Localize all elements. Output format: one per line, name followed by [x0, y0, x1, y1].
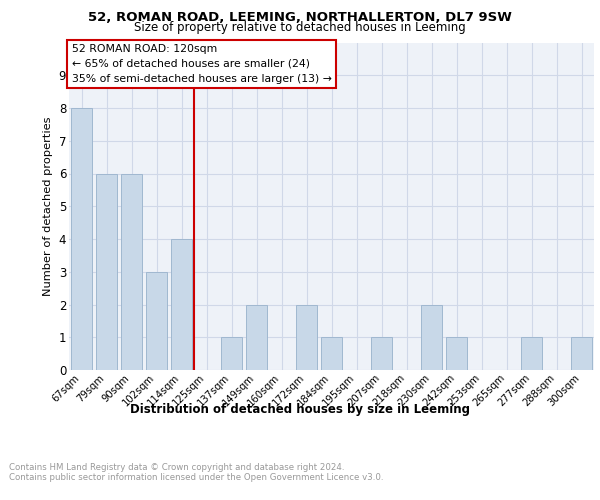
- Bar: [296, 304, 317, 370]
- Bar: [171, 239, 192, 370]
- Bar: [146, 272, 167, 370]
- Bar: [96, 174, 117, 370]
- Bar: [446, 337, 467, 370]
- Text: Distribution of detached houses by size in Leeming: Distribution of detached houses by size …: [130, 402, 470, 415]
- Bar: [121, 174, 142, 370]
- Y-axis label: Number of detached properties: Number of detached properties: [43, 116, 53, 296]
- Text: 52, ROMAN ROAD, LEEMING, NORTHALLERTON, DL7 9SW: 52, ROMAN ROAD, LEEMING, NORTHALLERTON, …: [88, 11, 512, 24]
- Text: Size of property relative to detached houses in Leeming: Size of property relative to detached ho…: [134, 21, 466, 34]
- Bar: [321, 337, 342, 370]
- Text: Contains HM Land Registry data © Crown copyright and database right 2024.: Contains HM Land Registry data © Crown c…: [9, 462, 344, 471]
- Bar: [221, 337, 242, 370]
- Bar: [371, 337, 392, 370]
- Bar: [246, 304, 267, 370]
- Bar: [71, 108, 92, 370]
- Bar: [521, 337, 542, 370]
- Text: Contains public sector information licensed under the Open Government Licence v3: Contains public sector information licen…: [9, 472, 383, 482]
- Text: 52 ROMAN ROAD: 120sqm
← 65% of detached houses are smaller (24)
35% of semi-deta: 52 ROMAN ROAD: 120sqm ← 65% of detached …: [71, 44, 331, 84]
- Bar: [421, 304, 442, 370]
- Bar: [571, 337, 592, 370]
